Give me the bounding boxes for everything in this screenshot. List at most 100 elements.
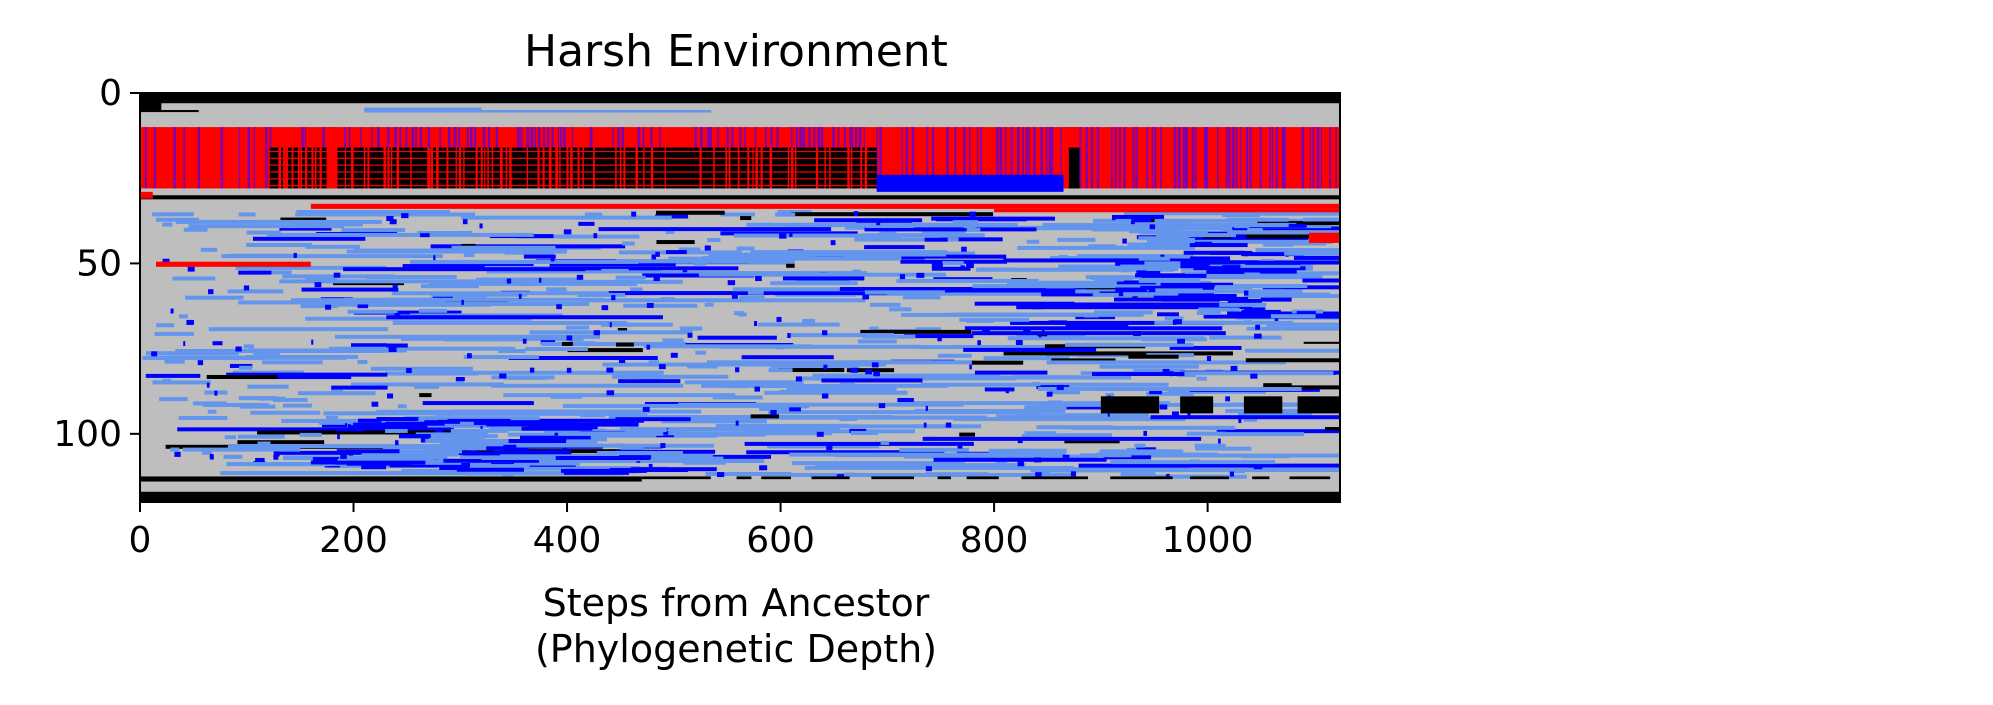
heatmap-segment <box>267 232 534 237</box>
heatmap-stripe <box>1312 127 1315 189</box>
heatmap-segment <box>185 295 244 300</box>
heatmap-stripe <box>623 147 626 189</box>
heatmap-stripe <box>491 147 494 189</box>
heatmap-segment <box>200 247 218 252</box>
heatmap-stripe <box>505 147 508 189</box>
heatmap-segment <box>612 443 625 448</box>
heatmap-stripe <box>283 147 286 189</box>
heatmap-segment <box>257 430 460 435</box>
heatmap-segment <box>386 343 408 348</box>
heatmap-segment <box>804 465 1010 470</box>
heatmap-segment <box>461 215 672 220</box>
heatmap-band-17 <box>871 476 914 480</box>
heatmap-stripe <box>268 164 877 166</box>
heatmap-stripe <box>876 127 878 189</box>
heatmap-tick <box>314 282 322 288</box>
heatmap-segment <box>428 281 634 286</box>
heatmap-stripe <box>1259 127 1262 189</box>
heatmap-stripe <box>1275 127 1278 189</box>
heatmap-segment <box>777 368 845 373</box>
heatmap-segment <box>624 428 667 433</box>
heatmap-segment <box>334 460 426 465</box>
heatmap-stripe <box>1309 127 1311 189</box>
heatmap-segment <box>789 452 1066 457</box>
heatmap-segment <box>1154 219 1191 224</box>
heatmap-stripe <box>713 147 715 189</box>
heatmap-stripe <box>1085 127 1088 189</box>
heatmap-tick <box>387 393 394 399</box>
heatmap-stripe <box>1151 127 1154 189</box>
heatmap-segment <box>444 337 523 342</box>
x-tick-label: 400 <box>533 520 602 561</box>
heatmap-segment <box>1216 429 1340 434</box>
heatmap-tick <box>1218 438 1221 444</box>
heatmap-tick <box>556 304 562 310</box>
heatmap-segment <box>221 254 443 259</box>
heatmap-segment <box>1109 245 1124 250</box>
heatmap-segment <box>223 454 243 459</box>
heatmap-segment <box>972 284 1125 289</box>
heatmap-segment <box>1195 241 1212 246</box>
heatmap-segment <box>336 449 400 454</box>
heatmap-segment <box>584 212 602 217</box>
heatmap-segment <box>596 450 683 455</box>
heatmap-band-8 <box>140 93 162 111</box>
heatmap-segment <box>1141 337 1208 342</box>
heatmap-segment <box>864 227 1037 232</box>
heatmap-segment <box>419 393 432 398</box>
heatmap-stripe <box>664 147 666 189</box>
heatmap-band-9 <box>140 110 199 113</box>
heatmap-tick <box>420 437 429 443</box>
heatmap-tick <box>1244 290 1249 296</box>
heatmap-stripe <box>699 147 702 189</box>
heatmap-segment <box>425 438 514 443</box>
heatmap-segment <box>1003 258 1218 263</box>
heatmap-tick <box>655 251 660 257</box>
x-tick-label: 600 <box>746 520 815 561</box>
heatmap-stripe <box>291 147 294 189</box>
heatmap-stripe <box>1191 127 1194 189</box>
heatmap-segment <box>1065 342 1194 347</box>
heatmap-segment <box>899 447 969 452</box>
heatmap-tick <box>853 211 859 217</box>
heatmap-segment <box>974 301 1075 306</box>
heatmap-segment <box>155 217 199 222</box>
heatmap-segment <box>789 407 801 412</box>
heatmap-segment <box>864 245 925 250</box>
heatmap-stripe <box>1004 127 1007 189</box>
heatmap-segment <box>857 339 897 344</box>
heatmap-segment <box>227 444 444 449</box>
heatmap-band-17 <box>641 476 711 480</box>
heatmap-tick <box>506 278 512 284</box>
heatmap-tick <box>755 276 762 282</box>
heatmap-segment <box>341 228 406 233</box>
heatmap-segment <box>1193 266 1246 271</box>
heatmap-tick <box>1162 368 1170 374</box>
heatmap-stripe <box>1245 127 1249 189</box>
heatmap-segment <box>1119 468 1340 473</box>
heatmap-segment <box>238 270 272 275</box>
heatmap-stripe <box>1154 127 1157 189</box>
heatmap-segment <box>549 262 676 267</box>
heatmap-segment <box>802 318 816 323</box>
heatmap-tick <box>830 240 836 246</box>
heatmap-stripe <box>1182 127 1186 189</box>
heatmap-tick <box>969 211 976 217</box>
heatmap-tick <box>1133 331 1141 337</box>
heatmap-stripe <box>1040 127 1043 189</box>
heatmap-tick <box>187 266 195 272</box>
heatmap-segment <box>712 395 763 400</box>
heatmap-segment <box>364 110 712 113</box>
heatmap-segment <box>921 229 966 234</box>
heatmap-segment <box>1078 463 1340 468</box>
heatmap-segment <box>617 327 628 332</box>
heatmap-tick <box>816 431 824 437</box>
heatmap-tick <box>371 401 379 407</box>
heatmap-segment <box>520 435 591 440</box>
heatmap-tick <box>186 319 194 325</box>
heatmap-segment <box>565 325 590 330</box>
heatmap-tick <box>1255 324 1260 330</box>
heatmap-segment <box>582 437 607 442</box>
heatmap-segment <box>931 263 943 268</box>
heatmap-stripe <box>265 127 268 189</box>
